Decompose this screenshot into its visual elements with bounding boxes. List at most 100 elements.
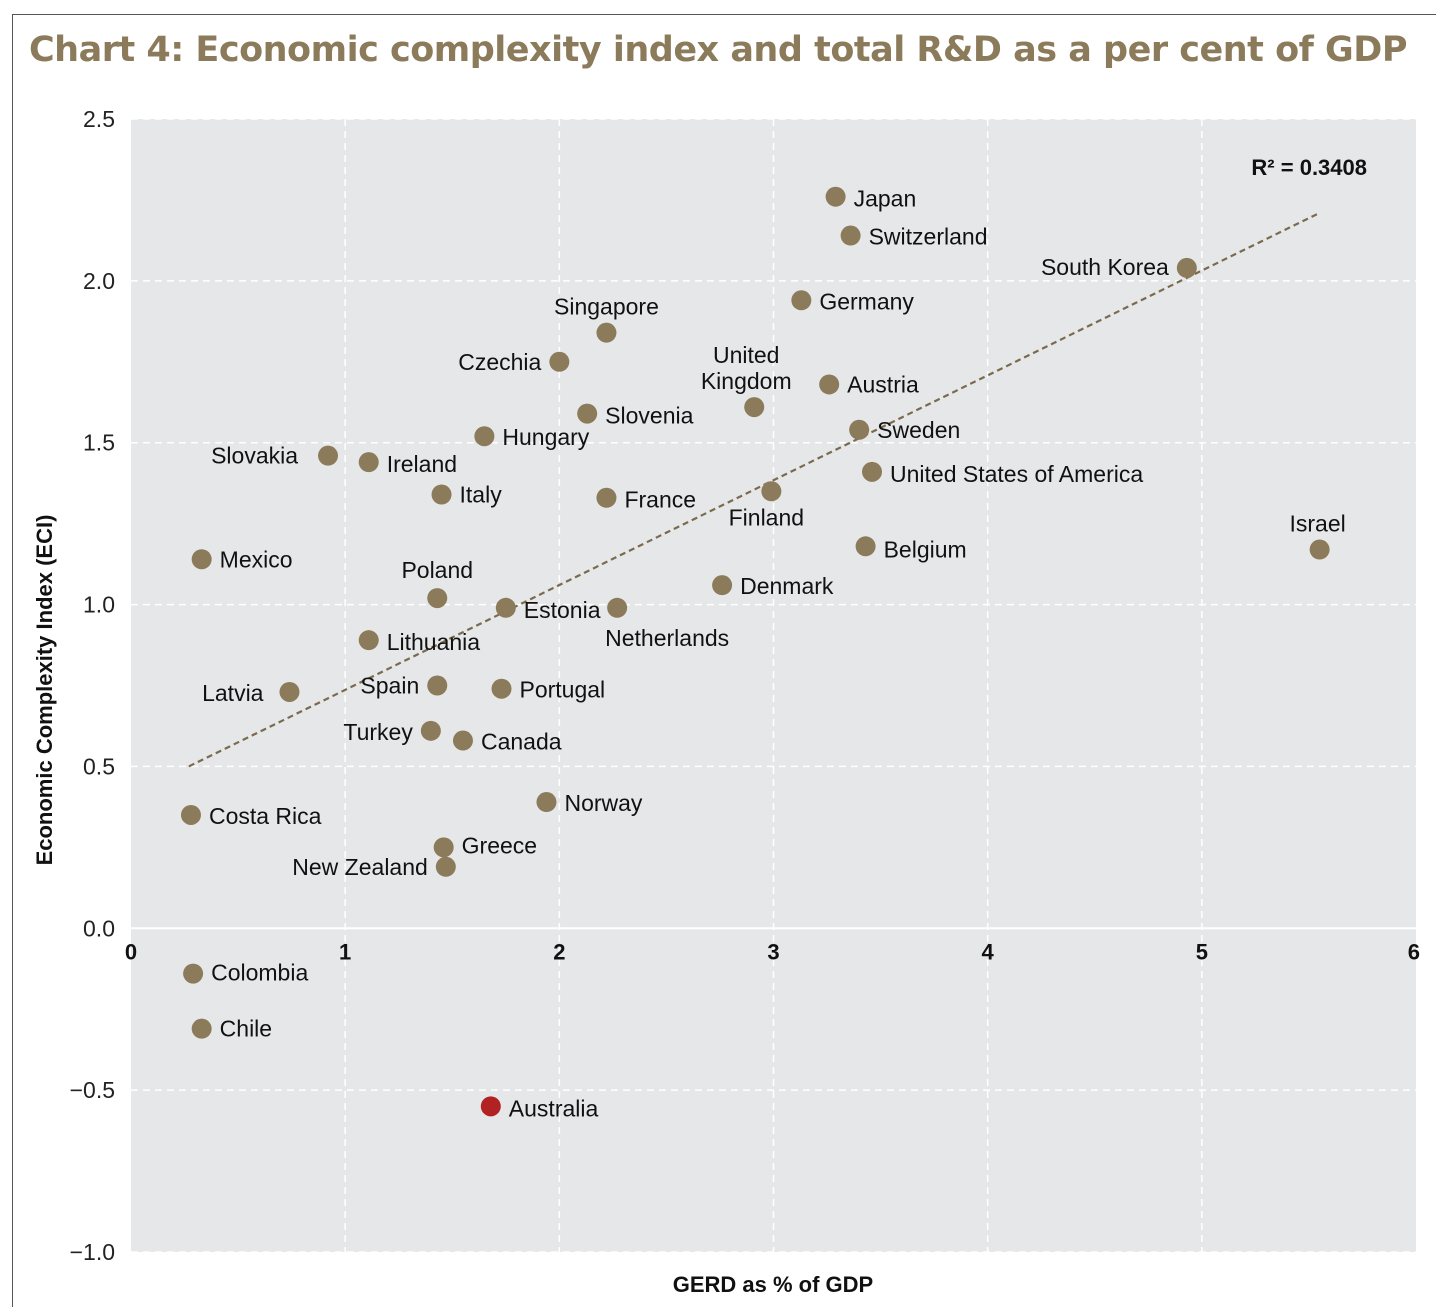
point-australia	[480, 1096, 501, 1117]
y-axis-ticks: 2.5 2.0 1.5 1.0 0.5 0.0 −0.5 −1.0	[70, 106, 115, 1265]
point-belgium	[855, 536, 876, 557]
x-tick-label: 2	[553, 939, 565, 964]
label-hungary: Hungary	[502, 424, 589, 450]
chart-frame	[12, 14, 1436, 1307]
label-finland: Finland	[729, 504, 804, 530]
x-tick-label: 0	[125, 939, 137, 964]
label-south-korea: South Korea	[1041, 254, 1169, 280]
r-squared-label: R² = 0.3408	[1251, 155, 1367, 180]
label-singapore: Singapore	[554, 294, 659, 320]
x-tick-label: 5	[1196, 939, 1208, 964]
label-switzerland: Switzerland	[869, 224, 988, 250]
label-chile: Chile	[220, 1016, 272, 1042]
x-axis-ticks: 0 1 2 3 4 5 6	[125, 939, 1420, 964]
point-greece	[433, 837, 454, 858]
point-chile	[191, 1018, 212, 1039]
y-tick-label: 0.5	[83, 753, 115, 779]
point-netherlands	[607, 597, 628, 618]
label-australia: Australia	[509, 1095, 599, 1121]
point-united-kingdom	[744, 397, 765, 418]
point-colombia	[183, 963, 204, 984]
label-czechia: Czechia	[458, 349, 541, 375]
point-sweden	[849, 419, 870, 440]
label-mexico: Mexico	[220, 546, 293, 572]
point-south-korea	[1176, 257, 1197, 278]
chart-title: Chart 4: Economic complexity index and t…	[29, 30, 1408, 70]
point-switzerland	[840, 225, 861, 246]
point-ireland	[358, 452, 379, 473]
label-japan: Japan	[854, 186, 917, 212]
y-tick-label: 0.0	[83, 915, 115, 941]
point-germany	[791, 290, 812, 311]
label-israel: Israel	[1290, 511, 1346, 537]
label-united-states-of-america: United States of America	[890, 461, 1143, 487]
point-latvia	[279, 681, 300, 702]
label-costa-rica: Costa Rica	[209, 803, 322, 829]
point-canada	[452, 730, 473, 751]
x-tick-label: 3	[767, 939, 779, 964]
point-united-states-of-america	[862, 461, 883, 482]
label-ireland: Ireland	[387, 451, 457, 477]
label-spain: Spain	[360, 673, 419, 699]
point-hungary	[474, 426, 495, 447]
point-poland	[427, 588, 448, 609]
label-italy: Italy	[460, 482, 503, 508]
point-israel	[1309, 539, 1330, 560]
label-germany: Germany	[819, 288, 914, 314]
point-estonia	[495, 597, 516, 618]
point-czechia	[549, 351, 570, 372]
label-greece: Greece	[462, 832, 537, 858]
point-singapore	[596, 322, 617, 343]
x-tick-label: 4	[982, 939, 995, 964]
label-colombia: Colombia	[211, 960, 308, 986]
y-tick-label: 1.5	[83, 430, 115, 456]
label-portugal: Portugal	[520, 677, 606, 703]
y-tick-label: −0.5	[70, 1077, 115, 1103]
point-slovakia	[318, 445, 339, 466]
label-canada: Canada	[481, 729, 562, 755]
label-new-zealand: New Zealand	[292, 854, 428, 880]
point-mexico	[191, 549, 212, 570]
label-latvia: Latvia	[202, 680, 264, 706]
point-spain	[427, 675, 448, 696]
point-lithuania	[358, 630, 379, 651]
data-points	[180, 186, 1330, 1117]
point-slovenia	[577, 403, 598, 424]
point-denmark	[712, 575, 733, 596]
label-slovakia: Slovakia	[211, 443, 298, 469]
label-estonia: Estonia	[524, 597, 601, 623]
label-slovenia: Slovenia	[605, 403, 693, 429]
y-axis-title: Economic Complexity Index (ECI)	[32, 515, 57, 866]
x-tick-label: 6	[1408, 939, 1420, 964]
point-turkey	[420, 720, 441, 741]
label-lithuania: Lithuania	[387, 629, 481, 655]
label-poland: Poland	[401, 557, 473, 583]
y-tick-label: 1.0	[83, 592, 115, 618]
point-italy	[431, 484, 452, 505]
point-labels: Japan Switzerland South Korea Germany Singap…	[202, 186, 1346, 1122]
label-france: France	[624, 487, 696, 513]
label-austria: Austria	[847, 371, 919, 397]
point-france	[596, 487, 617, 508]
label-sweden: Sweden	[877, 417, 960, 443]
label-belgium: Belgium	[884, 536, 967, 562]
y-tick-label: 2.5	[83, 106, 115, 132]
point-new-zealand	[435, 856, 456, 877]
label-netherlands: Netherlands	[605, 625, 729, 651]
label-turkey: Turkey	[343, 719, 413, 745]
point-austria	[819, 374, 840, 395]
x-tick-label: 1	[339, 939, 351, 964]
point-costa-rica	[180, 804, 201, 825]
y-tick-label: 2.0	[83, 268, 115, 294]
point-portugal	[491, 678, 512, 699]
label-norway: Norway	[564, 790, 642, 816]
y-tick-label: −1.0	[70, 1239, 115, 1265]
point-japan	[825, 186, 846, 207]
point-finland	[761, 481, 782, 502]
label-denmark: Denmark	[740, 573, 834, 599]
x-axis-title: GERD as % of GDP	[673, 1272, 873, 1297]
grid-lines	[131, 118, 1416, 1253]
label-united-kingdom: United Kingdom	[701, 342, 792, 394]
point-norway	[536, 792, 557, 813]
